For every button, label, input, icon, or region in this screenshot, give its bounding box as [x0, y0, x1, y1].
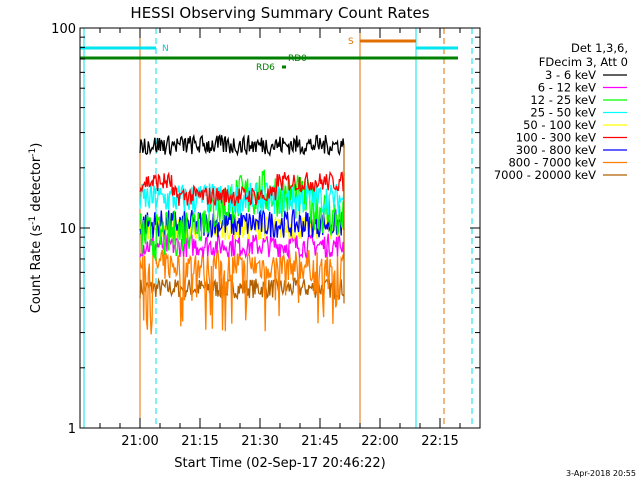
rd6-label: RD6	[256, 63, 275, 73]
legend-entry-7: 800 - 7000 keV	[508, 156, 596, 170]
y-axis: 1 10 100	[51, 22, 480, 437]
legend-entry-1: 6 - 12 keV	[538, 81, 596, 95]
y-tick-label-2: 100	[51, 22, 76, 37]
x-tick-label-1: 21:15	[181, 434, 218, 449]
legend-entry-0: 3 - 6 keV	[545, 68, 596, 82]
y-axis-label: Count Rate (s-1 detector-1)	[28, 143, 44, 314]
x-tick-label-2: 21:30	[241, 434, 278, 449]
series-line-2	[139, 169, 345, 261]
x-tick-label-5: 22:15	[421, 434, 458, 449]
y-tick-label-1: 10	[59, 222, 76, 237]
legend-entry-2: 12 - 25 keV	[530, 93, 596, 107]
x-axis-label: Start Time (02-Sep-17 20:46:22)	[174, 456, 385, 471]
x-tick-label-3: 21:45	[301, 434, 338, 449]
legend-header-1: FDecim 3, Att 0	[539, 55, 628, 69]
legend-entry-5: 100 - 300 keV	[516, 131, 596, 145]
saa-label: S	[348, 37, 354, 47]
series-line-5	[139, 170, 345, 207]
series-line-1	[139, 231, 345, 260]
legend-header-0: Det 1,3,6,	[571, 41, 628, 55]
legend-entry-6: 300 - 800 keV	[516, 143, 596, 157]
series-line-7	[139, 249, 345, 335]
series-line-8	[139, 277, 345, 301]
plot-area: N S RD0 RD6	[80, 28, 473, 428]
legend-entry-8: 7000 - 20000 keV	[494, 168, 596, 182]
y-tick-label-0: 1	[68, 422, 76, 437]
chart-title: HESSI Observing Summary Count Rates	[130, 4, 429, 22]
rd0-label: RD0	[288, 54, 307, 64]
footer-date: 3-Apr-2018 20:55	[566, 469, 636, 478]
night-label: N	[162, 44, 169, 54]
series-line-0	[139, 133, 345, 157]
legend-entry-3: 25 - 50 keV	[530, 106, 596, 120]
x-tick-label-0: 21:00	[121, 434, 158, 449]
x-axis: 21:00 21:15 21:30 21:45 22:00 22:15	[99, 28, 481, 449]
x-tick-label-4: 22:00	[361, 434, 398, 449]
legend-entry-4: 50 - 100 keV	[523, 118, 596, 132]
series-line-3	[139, 182, 345, 215]
